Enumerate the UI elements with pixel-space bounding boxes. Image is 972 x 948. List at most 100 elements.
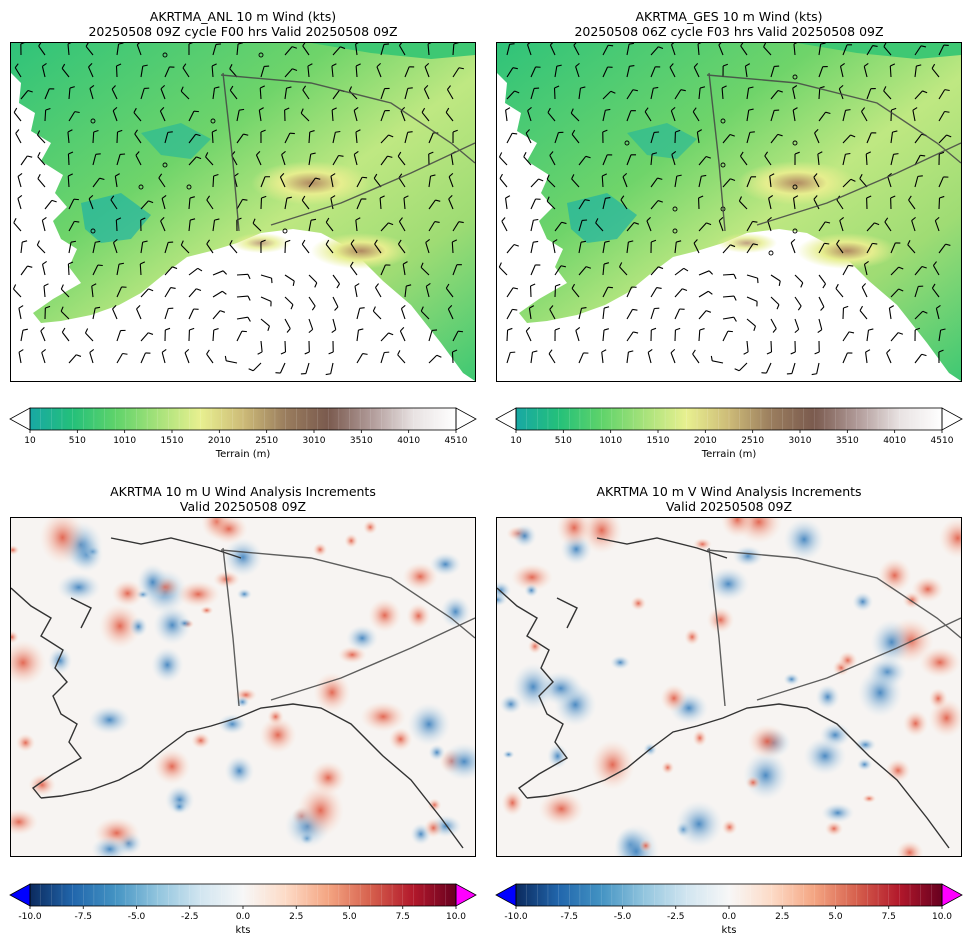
wind-barb [350,261,358,276]
wind-barb [380,351,390,364]
negative-increment-area [512,524,537,548]
wind-barb [842,44,853,56]
negative-increment-area [440,595,471,629]
wind-barb [112,238,118,254]
calm-wind-marker [162,52,168,58]
wind-barb [332,296,339,311]
wind-barb [36,240,46,254]
wind-barb [811,362,820,376]
wind-barb [400,304,406,320]
wind-barb [284,107,290,122]
wind-barb [626,89,638,100]
wind-barb [116,153,126,166]
wind-barb [330,195,336,210]
wind-barb [325,362,334,376]
wind-barb [380,134,394,144]
negative-increment-area [223,537,263,577]
wind-barb [506,287,519,298]
wind-barb [817,318,823,334]
wind-barb [188,267,203,276]
wind-barb [743,340,749,355]
colorbar-tick-label: 4010 [397,436,420,446]
wind-barb [60,306,70,320]
wind-barb [938,195,945,210]
wind-barb [325,239,334,254]
wind-barb [212,328,219,342]
wind-barb [236,43,244,56]
wind-barb [61,63,70,78]
positive-increment-area [153,748,191,785]
calm-wind-marker [162,162,168,168]
wind-barb [279,173,286,188]
wind-barbs [12,43,464,376]
wind-barb [602,108,611,122]
wind-barb [284,46,298,56]
wind-barb [914,265,927,276]
colorbar-tick-label: -10.0 [504,912,528,922]
wind-barb [650,307,660,320]
colorbar-tick-label: -7.5 [74,912,92,922]
wind-barb [188,196,195,210]
wind-barb [308,130,315,144]
negative-increment-area [803,736,847,776]
wind-barb [884,217,892,232]
wind-barb [768,195,774,210]
negative-increment-area [441,742,475,781]
wind-barb [140,352,151,364]
colorbar-extend-low [9,407,31,431]
wind-barb [212,310,226,320]
wind-barb [61,327,70,342]
wind-barb [68,220,80,232]
wind-barb [938,89,950,100]
positive-increment-area [402,562,439,591]
wind-barb [669,63,676,78]
wind-barb [938,243,951,254]
wind-barb [842,152,851,166]
wind-barb [914,175,923,188]
colorbar-tick-label: 1510 [161,436,184,446]
wind-barb [424,62,430,78]
wind-barb [506,351,516,364]
wind-barb [792,85,798,100]
calm-wind-marker [258,52,264,58]
wind-barb [890,195,896,210]
negative-increment-area [171,799,188,814]
wind-barb [44,88,55,100]
wind-barb [671,150,677,166]
wind-barb [325,217,334,232]
wind-barb [842,178,856,188]
wind-barb [89,84,95,100]
wind-barb [530,240,539,254]
positive-increment-area [501,789,524,817]
wind-barb [575,62,580,78]
wind-barb [866,328,874,342]
wind-barb [88,194,94,210]
positive-increment-area [111,579,144,608]
negative-increment-area [502,750,515,759]
colorbar-tick-label: 2.5 [775,912,789,922]
positive-increment-area [423,818,443,838]
wind-barb [602,66,613,78]
wind-barb [139,261,146,276]
wind-barb [236,316,251,322]
wind-barb [380,43,390,56]
wind-barb [650,177,663,188]
wind-barb [650,239,657,254]
wind-barb [140,217,146,232]
positive-increment-area [928,687,948,710]
wind-barb [865,151,872,166]
positive-increment-area [538,790,585,827]
wind-barb [578,307,587,320]
wind-barb [420,262,430,276]
wind-barb [301,239,310,254]
negative-increment-area [224,755,255,787]
wind-barb [790,340,796,355]
colorbar-gradient [30,884,456,906]
wind-barb [836,239,844,254]
wind-barb [116,329,126,342]
wind-barb [722,244,736,254]
wind-barb [938,176,949,188]
wind-barb [41,63,47,78]
wind-barb [164,287,176,298]
